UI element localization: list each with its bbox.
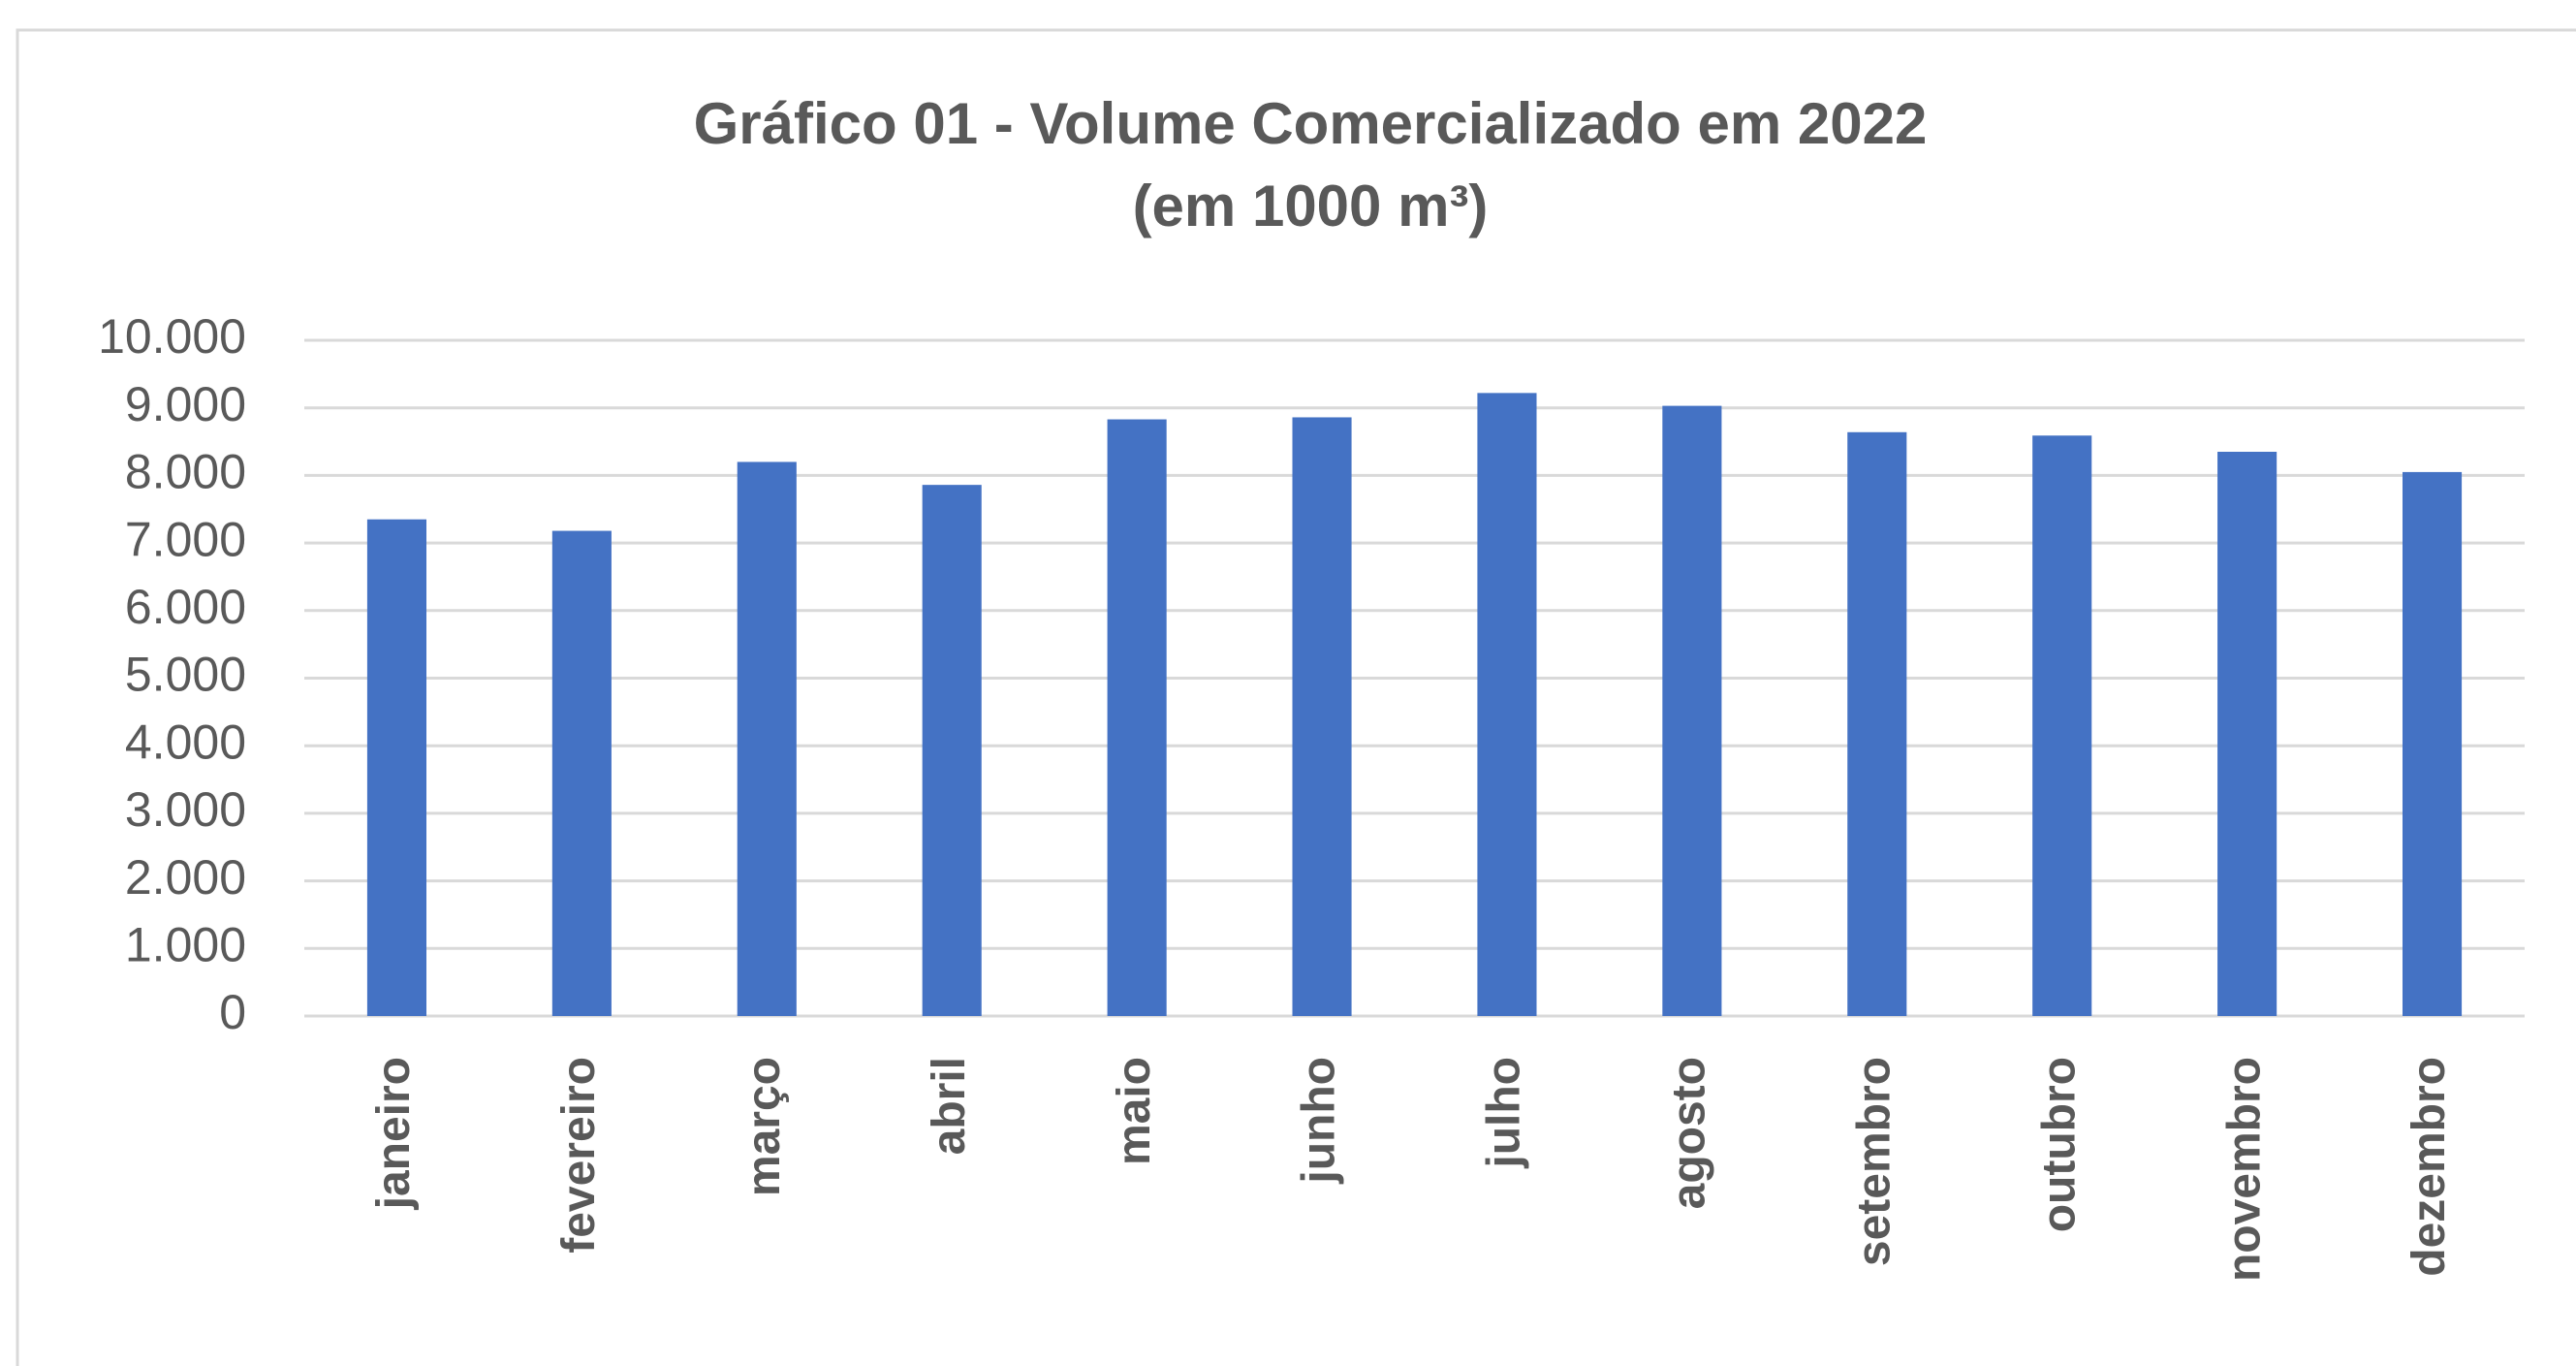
chart-subtitle: (em 1000 m³) [1133,174,1489,238]
x-tick-label: abril [924,1057,975,1155]
y-tick-label: 3.000 [125,782,246,837]
y-tick-label: 6.000 [125,580,246,634]
bar [922,485,982,1017]
x-tick-label: fevereiro [553,1057,605,1254]
x-tick-label: junho [1294,1057,1345,1185]
y-tick-label: 7.000 [125,512,246,566]
bar [1477,393,1537,1017]
bar [1847,431,1907,1016]
bar [1662,405,1722,1016]
chart-title: Gráfico 01 - Volume Comercializado em 20… [694,91,1928,156]
y-tick-label: 0 [219,985,246,1039]
x-tick-label: maio [1109,1057,1160,1165]
y-tick-label: 4.000 [125,715,246,769]
bar [1107,419,1167,1016]
x-tick-label: dezembro [2403,1057,2455,1277]
bar [2032,435,2092,1017]
x-tick-label: agosto [1664,1057,1715,1209]
bar [2402,471,2463,1016]
y-tick-label: 8.000 [125,445,246,499]
x-tick-label: março [738,1057,790,1196]
bar [2217,452,2278,1016]
y-tick-label: 5.000 [125,648,246,702]
y-tick-label: 1.000 [125,918,246,972]
y-tick-label: 10.000 [98,309,246,364]
x-tick-label: setembro [1848,1057,1900,1266]
x-tick-label: outubro [2033,1057,2085,1232]
bar [1292,417,1352,1016]
y-tick-label: 2.000 [125,850,246,905]
x-tick-label: julho [1479,1057,1530,1169]
x-tick-label: janeiro [368,1057,420,1210]
bar [551,530,612,1016]
x-tick-label: novembro [2218,1057,2270,1282]
y-tick-label: 9.000 [125,377,246,431]
bar [737,461,797,1017]
bar [366,519,427,1016]
